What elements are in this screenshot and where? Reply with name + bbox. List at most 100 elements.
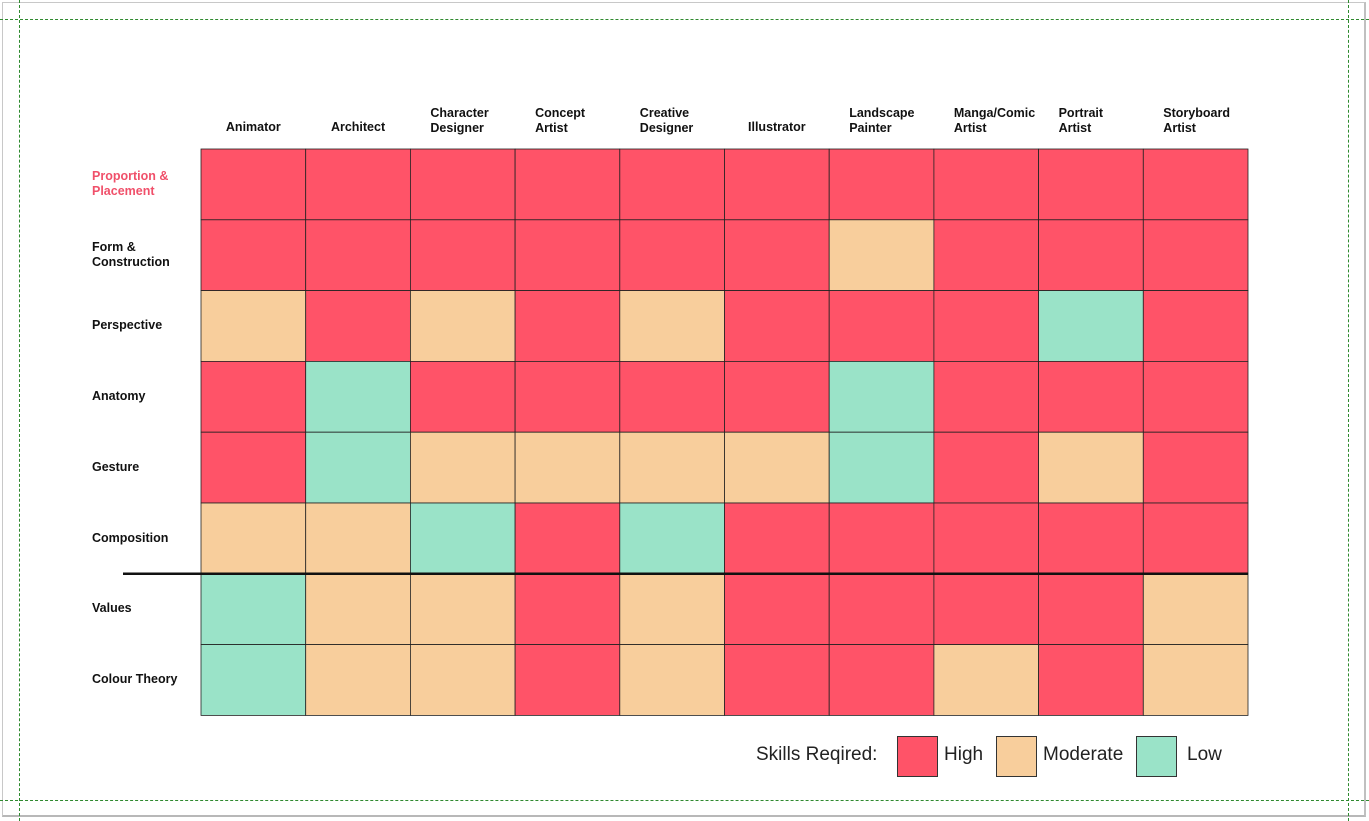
heatmap-cell xyxy=(1038,219,1144,292)
heatmap-cell xyxy=(200,360,307,433)
heatmap-cell xyxy=(305,360,411,433)
row-label: Proportion & Placement xyxy=(92,169,169,198)
heatmap-cell xyxy=(828,431,935,504)
guide-line-right xyxy=(1348,0,1349,821)
legend-swatch-low xyxy=(1136,736,1177,777)
heatmap-cell xyxy=(933,502,1040,575)
column-label: Animator xyxy=(225,120,281,134)
heatmap-cell xyxy=(409,219,516,292)
heatmap-cell xyxy=(724,573,830,645)
heatmap-cell xyxy=(1142,431,1249,504)
row-label: Perspective xyxy=(92,318,163,333)
heatmap-cell xyxy=(1142,360,1249,433)
row-label: Gesture xyxy=(92,459,140,474)
heatmap-cell xyxy=(1142,148,1249,221)
row-label: Values xyxy=(92,601,132,616)
heatmap-cell xyxy=(619,290,725,362)
heatmap-cell xyxy=(724,502,830,575)
heatmap-cell xyxy=(514,360,621,433)
heatmap-cell xyxy=(828,360,935,433)
heatmap-cell xyxy=(828,573,935,645)
heatmap-cell xyxy=(933,431,1040,504)
heatmap-cell xyxy=(619,219,725,292)
heatmap-cell xyxy=(1038,502,1144,575)
heatmap-cell xyxy=(1038,644,1144,716)
heatmap-cell xyxy=(1038,573,1144,645)
guide-line-left xyxy=(19,0,20,821)
heatmap-cell xyxy=(724,290,830,362)
heatmap-cell xyxy=(1142,573,1249,645)
column-label: Storyboard Artist xyxy=(1163,106,1230,135)
legend-title: Skills Reqired: xyxy=(756,744,878,765)
heatmap-cell xyxy=(724,148,830,221)
row-label: Composition xyxy=(92,530,169,545)
heatmap-cell xyxy=(409,573,516,645)
heatmap-cell xyxy=(828,502,935,575)
heatmap-cell xyxy=(828,644,935,716)
heatmap-cell xyxy=(724,219,830,292)
heatmap-cell xyxy=(933,644,1040,716)
heatmap-cell xyxy=(200,502,307,575)
heatmap-cell xyxy=(933,573,1040,645)
heatmap-cell xyxy=(828,148,935,221)
heatmap-cell xyxy=(1038,148,1144,221)
heatmap-cell xyxy=(409,148,516,221)
column-label: Illustrator xyxy=(748,120,806,134)
heatmap-cell xyxy=(828,219,935,292)
heatmap-cell xyxy=(1142,290,1249,362)
heatmap-cell xyxy=(409,431,516,504)
heatmap-cell xyxy=(828,290,935,362)
heatmap-cell xyxy=(409,644,516,716)
heatmap-cell xyxy=(933,360,1040,433)
column-label: Landscape Painter xyxy=(849,106,915,135)
heatmap-cell xyxy=(305,573,411,645)
heatmap-cell xyxy=(200,290,307,362)
heatmap-cell xyxy=(724,431,830,504)
heatmap-cell xyxy=(619,148,725,221)
heatmap-cell xyxy=(724,644,830,716)
heatmap-cell xyxy=(933,290,1040,362)
heatmap-cell xyxy=(724,360,830,433)
heatmap-cell xyxy=(619,360,725,433)
row-label: Form & Construction xyxy=(92,239,170,269)
heatmap-cell xyxy=(409,360,516,433)
heatmap-cell xyxy=(933,219,1040,292)
heatmap-cell xyxy=(514,290,621,362)
heatmap-cell xyxy=(514,219,621,292)
heatmap-cell xyxy=(200,573,307,645)
guide-line-bottom xyxy=(0,800,1369,801)
row-label: Anatomy xyxy=(92,388,146,403)
heatmap-cell xyxy=(305,644,411,716)
heatmap-cell xyxy=(514,431,621,504)
heatmap-cell xyxy=(1142,502,1249,575)
heatmap-cell xyxy=(514,573,621,645)
heatmap-cell xyxy=(514,644,621,716)
column-label: Concept Artist xyxy=(535,106,586,135)
heatmap-cell xyxy=(200,219,307,292)
row-label: Colour Theory xyxy=(92,672,178,687)
column-label: Portrait Artist xyxy=(1058,106,1104,135)
legend-label-moderate: Moderate xyxy=(1043,744,1124,765)
heatmap-cell xyxy=(409,290,516,362)
heatmap-cell xyxy=(1038,431,1144,504)
heatmap-cell xyxy=(619,431,725,504)
column-label: Architect xyxy=(330,120,386,134)
column-label: Creative Designer xyxy=(639,106,694,135)
legend-label-high: High xyxy=(944,744,984,765)
heatmap-cell xyxy=(305,290,411,362)
heatmap-cell xyxy=(305,219,411,292)
heatmap-cell xyxy=(1142,644,1249,716)
heatmap-cell xyxy=(619,502,725,575)
heatmap-cell xyxy=(200,148,307,221)
legend-label-low: Low xyxy=(1187,744,1222,765)
heatmap-cell xyxy=(1038,290,1144,362)
heatmap-cell xyxy=(933,148,1040,221)
heatmap-cell xyxy=(514,148,621,221)
column-label: Manga/Comic Artist xyxy=(953,106,1036,135)
heatmap-cell xyxy=(619,644,725,716)
heatmap-cell xyxy=(1038,360,1144,433)
heatmap-cell xyxy=(1142,219,1249,292)
guide-line-top xyxy=(0,19,1369,20)
